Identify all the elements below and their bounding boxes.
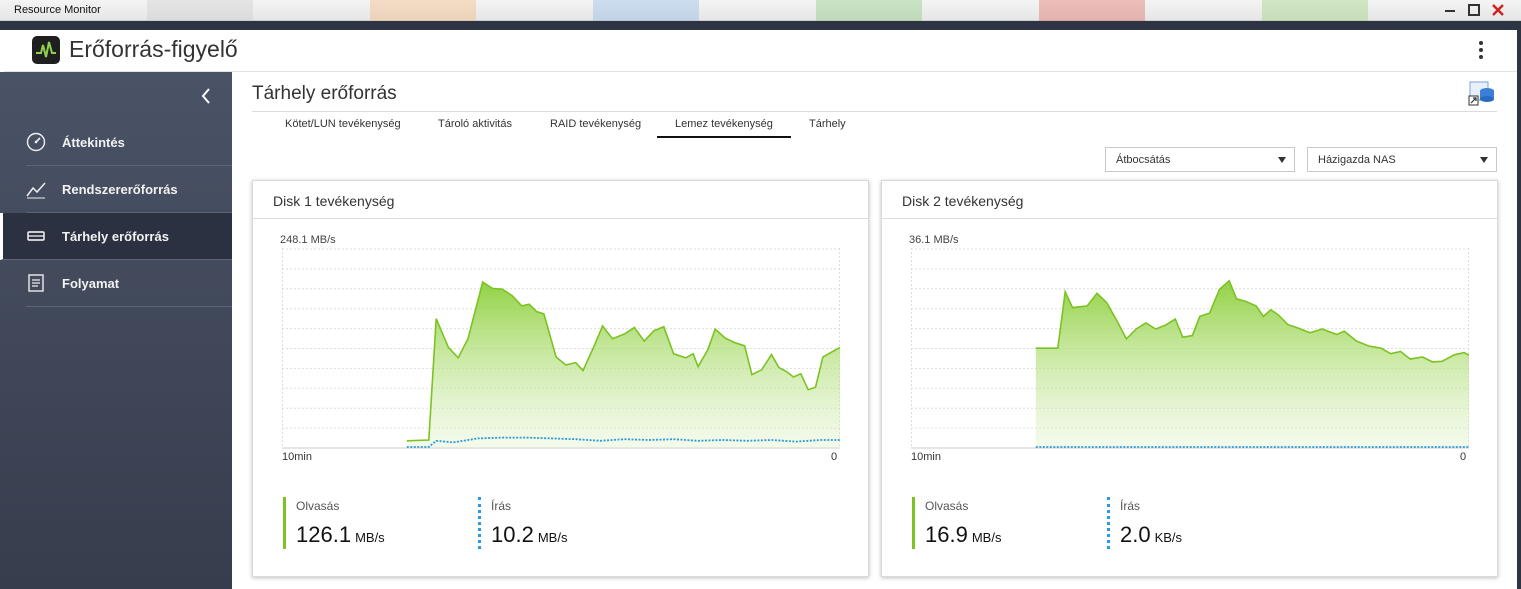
sidebar-item-label: Áttekintés	[62, 135, 125, 150]
storage-icon	[27, 231, 45, 241]
x-axis-end-label: 0	[1460, 451, 1467, 463]
window-titlebar: Resource Monitor	[0, 0, 1521, 21]
read-unit: MB/s	[971, 530, 1002, 545]
card-divider	[253, 218, 868, 219]
window-frame	[0, 21, 1521, 30]
x-axis-start-label: 10min	[282, 451, 312, 463]
chevron-left-icon	[201, 88, 210, 104]
minimize-button[interactable]	[1442, 2, 1458, 18]
read-series-line	[1035, 279, 1469, 363]
sidebar-item-process[interactable]: Folyamat	[26, 260, 232, 307]
storage-manager-shortcut-icon[interactable]	[1467, 78, 1497, 108]
sidebar: Áttekintés Rendszererőforrás Tárhely erő…	[0, 72, 232, 589]
write-value: 10.2	[491, 522, 534, 547]
write-value-text: 2.0 KB/s	[1120, 522, 1182, 548]
host-select-value: Házigazda NAS	[1318, 154, 1396, 166]
read-value-text: 16.9 MB/s	[925, 522, 1001, 548]
metric-select[interactable]: Átbocsátás	[1105, 147, 1295, 172]
maximize-icon	[1468, 4, 1480, 16]
background-app-tile	[1262, 0, 1368, 21]
host-select[interactable]: Házigazda NAS	[1307, 147, 1497, 172]
write-legend-bar	[1107, 497, 1110, 549]
disk-2-card: Disk 2 tevékenység 36.1 MB/s 10min 0 Olv…	[881, 180, 1498, 577]
background-app-tile	[593, 0, 699, 21]
background-app-tile	[1039, 0, 1145, 21]
tab-disk-activity[interactable]: Lemez tevékenység	[657, 118, 791, 138]
disk-2-chart	[911, 248, 1469, 449]
chevron-down-icon	[1480, 157, 1488, 163]
tabs-divider	[252, 111, 1497, 112]
close-icon	[1492, 4, 1504, 16]
metric-select-value: Átbocsátás	[1116, 154, 1171, 166]
line-chart-icon	[26, 182, 46, 199]
background-app-tile	[147, 0, 253, 21]
x-axis-start-label: 10min	[911, 451, 941, 463]
tab-storage-pool-activity[interactable]: Tároló aktivitás	[438, 118, 512, 130]
card-title: Disk 1 tevékenység	[273, 193, 395, 209]
read-legend-bar	[283, 497, 286, 549]
window-frame-edge	[1517, 30, 1521, 589]
y-axis-max-label: 248.1 MB/s	[280, 234, 336, 246]
read-value: 126.1	[296, 522, 352, 547]
sidebar-item-label: Tárhely erőforrás	[62, 229, 169, 244]
write-legend-bar	[478, 497, 481, 549]
disk-1-chart	[282, 248, 840, 449]
sidebar-item-label: Rendszererőforrás	[62, 182, 178, 197]
write-unit: KB/s	[1154, 530, 1183, 545]
read-area	[406, 282, 840, 448]
read-legend-bar	[912, 497, 915, 549]
page-title: Tárhely erőforrás	[252, 83, 397, 104]
tab-volume-lun-activity[interactable]: Kötet/LUN tevékenység	[285, 118, 401, 130]
process-list-icon	[28, 274, 44, 292]
collapse-sidebar-button[interactable]	[198, 86, 214, 106]
sidebar-item-system-resource[interactable]: Rendszererőforrás	[26, 166, 232, 213]
tab-storage[interactable]: Tárhely	[809, 118, 846, 130]
app-title: Erőforrás-figyelő	[69, 36, 238, 62]
window-title: Resource Monitor	[14, 4, 101, 16]
write-value: 2.0	[1120, 522, 1151, 547]
resource-monitor-logo-icon	[32, 36, 60, 64]
background-app-tile	[816, 0, 922, 21]
read-unit: MB/s	[355, 530, 385, 545]
tab-raid-activity[interactable]: RAID tevékenység	[550, 118, 642, 130]
background-app-tile	[370, 0, 476, 21]
minimize-icon	[1445, 10, 1455, 12]
more-options-icon[interactable]	[1477, 39, 1485, 61]
read-value-text: 126.1 MB/s	[296, 522, 385, 548]
maximize-button[interactable]	[1466, 2, 1482, 18]
main-content: Tárhely erőforrás Kötet/LUN tevékenység …	[232, 72, 1517, 589]
app-header: Erőforrás-figyelő	[4, 30, 1517, 72]
write-series-line	[406, 436, 840, 448]
y-axis-max-label: 36.1 MB/s	[909, 234, 959, 246]
write-value-text: 10.2 MB/s	[491, 522, 567, 548]
read-series-line	[406, 280, 840, 442]
chevron-down-icon	[1278, 157, 1286, 163]
disk-1-card: Disk 1 tevékenység 248.1 MB/s 10min 0 Ol…	[252, 180, 869, 577]
read-label: Olvasás	[925, 499, 969, 513]
sidebar-item-overview[interactable]: Áttekintés	[26, 119, 232, 166]
read-value: 16.9	[925, 522, 968, 547]
read-label: Olvasás	[296, 499, 340, 513]
gauge-icon	[26, 132, 46, 152]
read-area	[1035, 280, 1469, 448]
card-divider	[882, 218, 1497, 219]
close-button[interactable]	[1490, 2, 1506, 18]
card-title: Disk 2 tevékenység	[902, 193, 1024, 209]
write-unit: MB/s	[537, 530, 568, 545]
sidebar-item-storage-resource[interactable]: Tárhely erőforrás	[0, 213, 232, 260]
x-axis-end-label: 0	[831, 451, 838, 463]
sidebar-item-label: Folyamat	[62, 276, 120, 291]
write-label: Írás	[491, 499, 512, 513]
write-label: Írás	[1120, 499, 1141, 513]
